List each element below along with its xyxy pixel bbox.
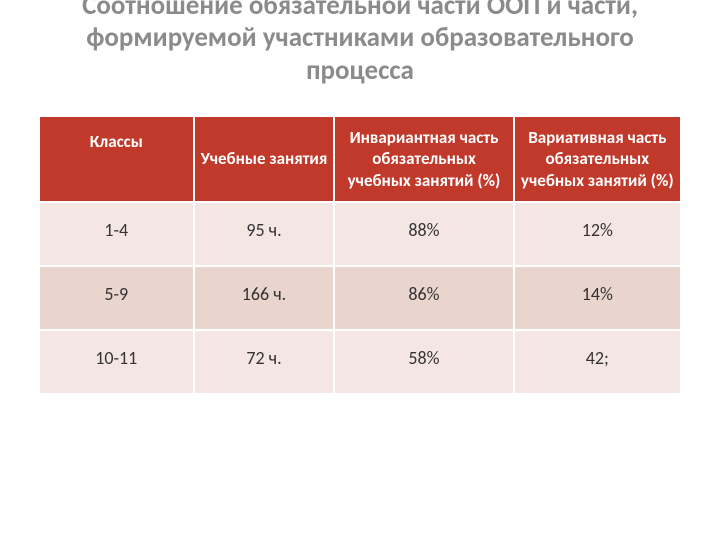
page-title: Соотношение обязательной части ООП и час… <box>40 0 680 87</box>
table-cell: 166 ч. <box>194 266 335 330</box>
table-header-cell: Вариативная часть обязательных учебных з… <box>514 116 680 202</box>
table-cell: 58% <box>334 330 513 394</box>
table-cell: 1-4 <box>40 202 194 266</box>
slide-container: Соотношение обязательной части ООП и час… <box>0 0 720 530</box>
table-cell: 5-9 <box>40 266 194 330</box>
table-row: 10-11 72 ч. 58% 42; <box>40 330 680 394</box>
table-row: 5-9 166 ч. 86% 14% <box>40 266 680 330</box>
table-row: 1-4 95 ч. 88% 12% <box>40 202 680 266</box>
table-cell: 14% <box>514 266 680 330</box>
table-header-cell: Инвариантная часть обязательных учебных … <box>334 116 513 202</box>
table-cell: 86% <box>334 266 513 330</box>
table-cell: 42; <box>514 330 680 394</box>
table-cell: 95 ч. <box>194 202 335 266</box>
table-header-row: Классы Учебные занятия Инвариантная част… <box>40 116 680 202</box>
table-cell: 88% <box>334 202 513 266</box>
table-cell: 10-11 <box>40 330 194 394</box>
table-header-cell: Классы <box>40 116 194 202</box>
table-cell: 12% <box>514 202 680 266</box>
table-header-cell: Учебные занятия <box>194 116 335 202</box>
data-table: Классы Учебные занятия Инвариантная част… <box>40 115 680 395</box>
table-cell: 72 ч. <box>194 330 335 394</box>
